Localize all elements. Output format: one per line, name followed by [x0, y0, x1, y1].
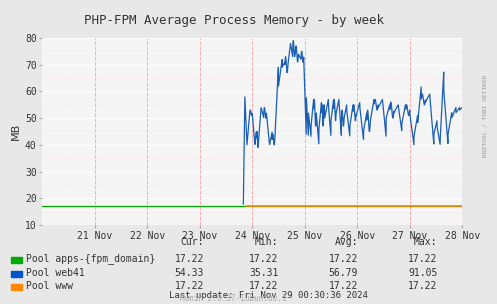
Text: 17.22: 17.22 — [408, 254, 437, 264]
Text: PHP-FPM Average Process Memory - by week: PHP-FPM Average Process Memory - by week — [83, 14, 384, 27]
Text: Munin 2.0.37-1ubuntu0.1: Munin 2.0.37-1ubuntu0.1 — [180, 294, 287, 303]
Text: 54.33: 54.33 — [174, 268, 204, 278]
Text: Pool apps-{fpm_domain}: Pool apps-{fpm_domain} — [26, 254, 155, 264]
Text: Min:: Min: — [255, 237, 278, 247]
Text: 17.22: 17.22 — [174, 282, 204, 291]
Text: 35.31: 35.31 — [249, 268, 278, 278]
Text: Last update: Fri Nov 29 00:30:36 2024: Last update: Fri Nov 29 00:30:36 2024 — [169, 291, 368, 300]
Y-axis label: MB: MB — [11, 123, 21, 140]
Text: 91.05: 91.05 — [408, 268, 437, 278]
Text: 17.22: 17.22 — [408, 282, 437, 291]
Text: 17.22: 17.22 — [329, 282, 358, 291]
Text: Cur:: Cur: — [180, 237, 204, 247]
Text: 17.22: 17.22 — [329, 254, 358, 264]
Text: Pool web41: Pool web41 — [26, 268, 84, 278]
Text: 17.22: 17.22 — [174, 254, 204, 264]
Text: Max:: Max: — [414, 237, 437, 247]
Text: 17.22: 17.22 — [249, 282, 278, 291]
Text: Pool www: Pool www — [26, 282, 73, 291]
Text: Avg:: Avg: — [334, 237, 358, 247]
Text: 17.22: 17.22 — [249, 254, 278, 264]
Text: RRDTOOL / TOBI OETIKER: RRDTOOL / TOBI OETIKER — [482, 74, 487, 157]
Text: 56.79: 56.79 — [329, 268, 358, 278]
